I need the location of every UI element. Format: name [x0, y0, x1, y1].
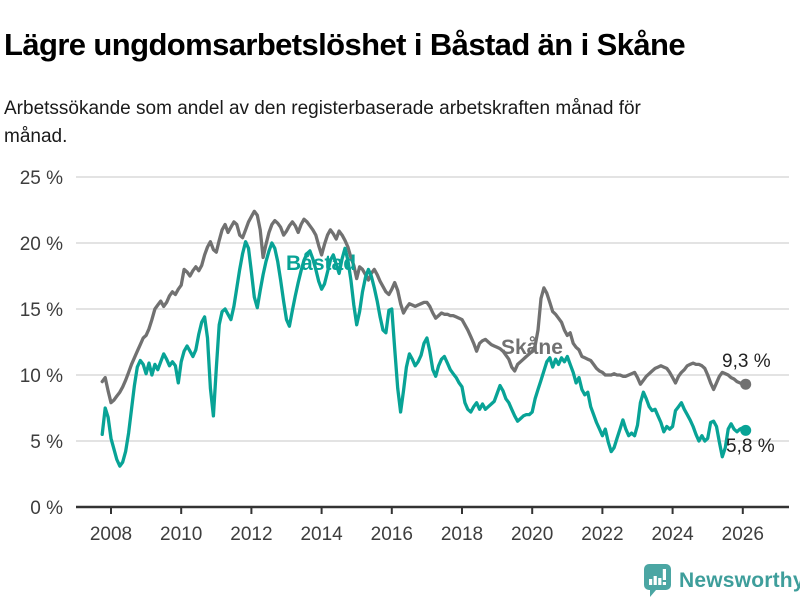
- series-line-skane: [100, 209, 748, 405]
- page-subtitle: Arbetssökande som andel av den registerb…: [4, 98, 641, 147]
- newsworthy-logo-icon: [644, 564, 671, 597]
- x-tick-label: 2014: [300, 524, 343, 545]
- series-label-bastad: Båstad: [286, 252, 357, 275]
- series-label-skane: Skåne: [501, 336, 563, 359]
- x-tick-label: 2016: [371, 524, 413, 545]
- x-tick-label: 2024: [651, 524, 694, 545]
- y-tick-label: 25 %: [20, 168, 63, 189]
- x-tick-label: 2020: [511, 524, 553, 545]
- y-tick-label: 5 %: [30, 432, 63, 453]
- series-line-bastad: [100, 240, 748, 468]
- x-tick-label: 2022: [581, 524, 623, 545]
- x-tick-label: 2018: [441, 524, 483, 545]
- y-tick-label: 20 %: [20, 234, 63, 255]
- brand-name: Newsworthy: [679, 568, 800, 592]
- x-tick-label: 2026: [722, 524, 764, 545]
- page-title: Lägre ungdomsarbetslöshet i Båstad än i …: [4, 26, 686, 62]
- end-value-label-bastad: 5,8 %: [726, 436, 775, 457]
- y-tick-label: 15 %: [20, 300, 63, 321]
- series-end-dot-bastad: [740, 424, 752, 436]
- y-tick-label: 0 %: [30, 498, 63, 519]
- end-value-label-skane: 9,3 %: [722, 351, 771, 372]
- x-tick-label: 2012: [230, 524, 272, 545]
- series-end-dot-skane: [740, 378, 752, 390]
- y-tick-label: 10 %: [20, 366, 63, 387]
- x-tick-label: 2010: [160, 524, 202, 545]
- x-tick-label: 2008: [90, 524, 132, 545]
- brand-footer: Newsworthy: [644, 564, 800, 597]
